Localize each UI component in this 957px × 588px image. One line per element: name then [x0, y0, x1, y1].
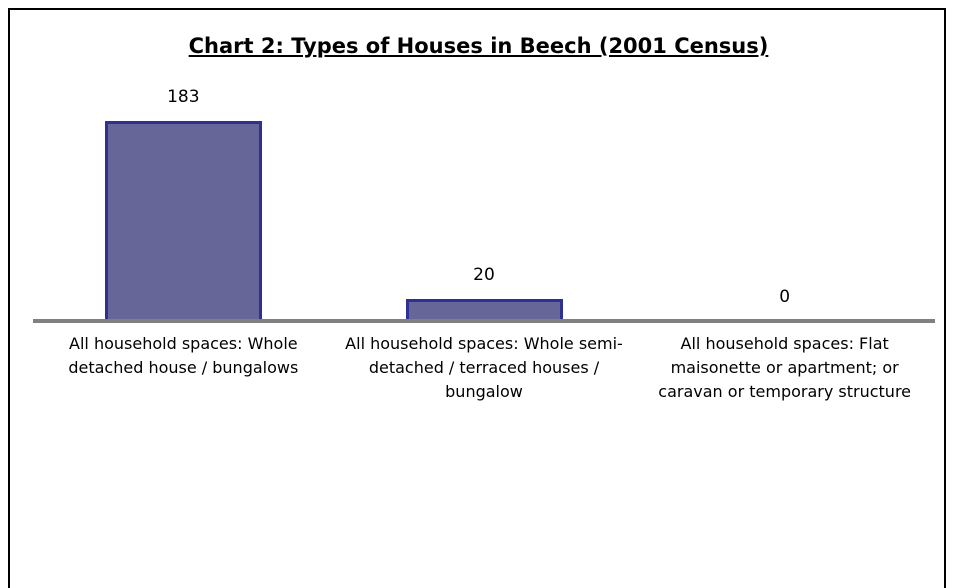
value-label: 183: [167, 87, 200, 107]
value-label: 20: [473, 265, 495, 286]
x-tick-label: All household spaces: Whole semi-detache…: [345, 334, 623, 401]
value-label: 0: [779, 287, 791, 307]
bar: [105, 121, 263, 323]
x-tick-label: All household spaces: Flat maisonette or…: [658, 334, 912, 401]
chart-title: Chart 2: Types of Houses in Beech (2001 …: [188, 34, 769, 58]
x-axis-line: [33, 319, 935, 323]
x-tick-label: All household spaces: Whole detached hou…: [68, 334, 299, 377]
